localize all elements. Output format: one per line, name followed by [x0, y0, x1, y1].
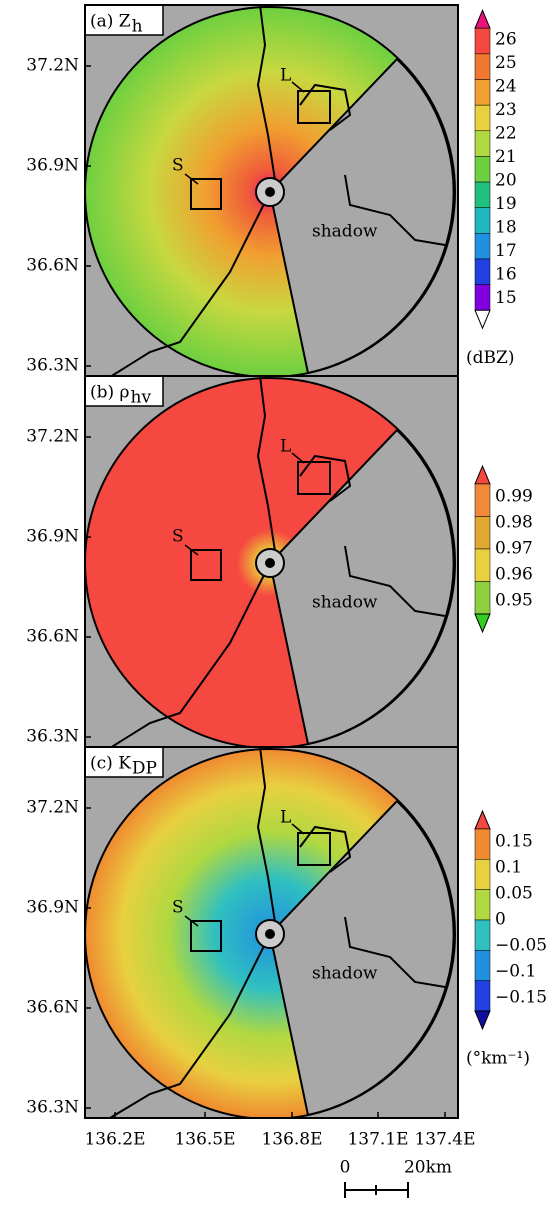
radar-site	[265, 187, 275, 197]
colorbar-segment	[475, 208, 490, 234]
colorbar-label: 0.05	[495, 884, 533, 904]
scale-end: 20km	[404, 1158, 452, 1178]
colorbar-label: 15	[495, 288, 517, 308]
lat-label: 37.2N	[26, 427, 79, 447]
colorbar-segment	[475, 156, 490, 182]
colorbar-label: 0.98	[495, 513, 533, 533]
colorbar-label: 0	[495, 910, 506, 930]
panel-label: (a) Z	[90, 12, 131, 32]
colorbar-cap	[475, 466, 490, 484]
colorbar-label: 16	[495, 265, 517, 285]
colorbar-segment	[475, 484, 490, 517]
colorbar-segment	[475, 517, 490, 550]
box-label: L	[280, 808, 291, 828]
colorbar-cap	[475, 614, 490, 632]
colorbar-segment	[475, 950, 490, 980]
colorbar-segment	[475, 981, 490, 1011]
panel-label: (b) ρ	[90, 383, 130, 403]
colorbar-label: 26	[495, 30, 517, 50]
colorbar-segment	[475, 920, 490, 950]
colorbar-segment	[475, 890, 490, 920]
lat-label: 36.6N	[26, 256, 79, 276]
colorbar-unit: (dBZ)	[466, 348, 514, 368]
colorbar-label: 0.96	[495, 565, 533, 585]
colorbar-segment	[475, 582, 490, 615]
lon-label: 136.5E	[174, 1130, 235, 1150]
colorbar-label: 24	[495, 77, 517, 97]
map-area: S Lshadow (a) Zh	[85, 5, 458, 377]
lat-label: 36.3N	[26, 1098, 79, 1118]
colorbar-cap	[475, 10, 490, 28]
colorbar-label: −0.15	[495, 988, 547, 1008]
colorbar-label: 21	[495, 147, 517, 167]
colorbar-label: 19	[495, 194, 517, 214]
lat-label: 37.2N	[26, 798, 79, 818]
colorbar-label: 0.15	[495, 832, 533, 852]
colorbar-label: 0.1	[495, 858, 522, 878]
colorbar-label: 25	[495, 53, 517, 73]
colorbar-label: 22	[495, 124, 517, 144]
box-label: S	[172, 527, 184, 547]
colorbar-label: 17	[495, 241, 517, 261]
lat-label: 36.6N	[26, 627, 79, 647]
radar-site	[265, 929, 275, 939]
panel-label: (c) K	[90, 754, 131, 774]
scale-start: 0	[340, 1158, 351, 1178]
lat-label: 36.3N	[26, 356, 79, 376]
colorbar-segment	[475, 182, 490, 208]
shadow-label: shadow	[312, 593, 378, 613]
colorbar-segment	[475, 80, 490, 106]
shadow-label: shadow	[312, 222, 378, 242]
scale-bar	[345, 1182, 408, 1198]
colorbar-segment	[475, 131, 490, 157]
lat-label: 36.9N	[26, 156, 79, 176]
box-label: L	[280, 66, 291, 86]
colorbar-label: 0.99	[495, 487, 533, 507]
colorbar-cap	[475, 811, 490, 829]
panel-label-sub: hv	[131, 388, 152, 408]
shadow-label: shadow	[312, 964, 378, 984]
lon-label: 136.2E	[84, 1130, 145, 1150]
figure: S Lshadow (a) Zh 37.2N 36.9N 36.6N 36.3N 26 25 24…	[0, 0, 560, 1205]
colorbar-segment	[475, 259, 490, 285]
lat-label: 36.6N	[26, 998, 79, 1018]
colorbar-label: 0.95	[495, 591, 533, 611]
colorbar-segment	[475, 549, 490, 582]
box-label: S	[172, 156, 184, 176]
colorbar-segment	[475, 54, 490, 80]
colorbar-cap	[475, 310, 490, 328]
lat-label: 36.9N	[26, 898, 79, 918]
colorbar-unit: (°km⁻¹)	[466, 1049, 530, 1069]
lon-label: 137.1E	[347, 1130, 408, 1150]
lat-label: 36.9N	[26, 527, 79, 547]
lon-label: 136.8E	[261, 1130, 322, 1150]
box-label: S	[172, 898, 184, 918]
colorbar-label: −0.1	[495, 962, 536, 982]
lat-label: 37.2N	[26, 56, 79, 76]
colorbar-segment	[475, 859, 490, 889]
box-label: L	[280, 437, 291, 457]
lat-label: 36.3N	[26, 727, 79, 747]
colorbar-label: 18	[495, 218, 517, 238]
colorbar-cap	[475, 1011, 490, 1029]
panel-label-sub: DP	[132, 759, 157, 779]
colorbar-label: −0.05	[495, 936, 547, 956]
colorbar-label: 20	[495, 171, 517, 191]
colorbar-label: 23	[495, 100, 517, 120]
colorbar-label: 0.97	[495, 539, 533, 559]
colorbar-segment	[475, 829, 490, 859]
colorbar-segment	[475, 105, 490, 131]
radar-site	[265, 558, 275, 568]
colorbar-segment	[475, 233, 490, 259]
lon-label: 137.4E	[414, 1130, 475, 1150]
colorbar-segment	[475, 28, 490, 54]
panel-label-sub: h	[132, 17, 143, 37]
colorbar-segment	[475, 285, 490, 311]
